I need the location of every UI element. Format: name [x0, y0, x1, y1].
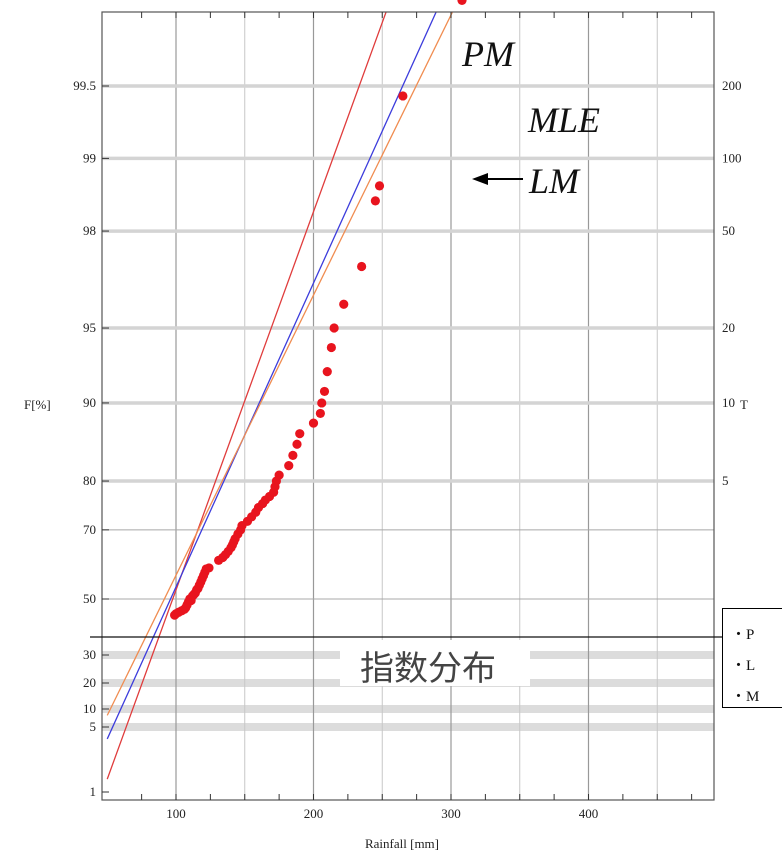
data-point — [374, 181, 385, 191]
y-tick-label-lower: 5 — [90, 719, 97, 734]
arrow-icon — [472, 173, 523, 185]
data-point — [329, 323, 339, 333]
y-axis-label-left: F[%] — [24, 397, 51, 412]
legend-item-p: ・P — [731, 627, 755, 643]
x-tick-label: 100 — [166, 806, 186, 821]
data-point — [326, 342, 336, 353]
y-tick-label: 95 — [83, 320, 96, 335]
t-tick-label: 200 — [722, 78, 742, 93]
data-point — [457, 0, 467, 6]
data-points — [170, 0, 467, 620]
data-point — [284, 460, 294, 471]
t-tick-label: 5 — [722, 473, 729, 488]
legend-box: ・P ・L ・M — [722, 608, 782, 708]
data-point — [339, 299, 349, 309]
annotation-backdrop — [340, 640, 530, 686]
data-point — [204, 563, 214, 573]
y-tick-label: 70 — [83, 522, 96, 537]
legend-item-m: ・M — [731, 689, 760, 705]
tick-labels: 99.5 99 98 95 90 80 70 50 30 20 10 5 1 200 100 50 20 10 5 1… — [73, 78, 741, 821]
data-point — [295, 429, 305, 439]
plot-frame — [90, 11, 724, 801]
distribution-annotation: 指数分布 — [360, 649, 496, 689]
legend-item-l: ・L — [731, 658, 756, 674]
data-point — [398, 91, 408, 101]
y-tick-label-lower: 30 — [83, 647, 96, 662]
fit-line-mle — [106, 12, 437, 740]
y-axis-label-right: T — [740, 397, 748, 412]
y-tick-label: 99.5 — [73, 78, 96, 93]
x-tick-label: 200 — [304, 806, 324, 821]
series-label-pm: PM — [461, 34, 516, 74]
fit-line-pm — [106, 12, 387, 780]
x-tick-label: 400 — [579, 806, 599, 821]
y-tick-label: 98 — [83, 223, 96, 238]
data-point — [292, 439, 302, 449]
data-point — [317, 398, 327, 408]
t-tick-label: 20 — [722, 320, 735, 335]
t-tick-label: 10 — [722, 395, 735, 410]
t-tick-label: 50 — [722, 223, 735, 238]
data-point — [357, 261, 367, 272]
lower-grid-band — [102, 705, 714, 713]
data-point — [308, 418, 319, 428]
data-point — [274, 470, 284, 480]
data-point — [319, 386, 330, 397]
lower-grid-band — [102, 723, 714, 731]
x-tick-label: 300 — [441, 806, 461, 821]
fitted-lines — [106, 12, 454, 780]
y-tick-label-lower: 10 — [83, 701, 96, 716]
y-tick-label-lower: 1 — [90, 784, 97, 799]
y-tick-label: 50 — [83, 591, 96, 606]
data-point — [322, 367, 332, 377]
fit-line-lm — [106, 12, 454, 716]
data-point — [370, 196, 380, 206]
data-point — [315, 408, 325, 419]
y-tick-label: 80 — [83, 473, 96, 488]
plot-border — [101, 11, 715, 801]
y-tick-label-lower: 20 — [83, 675, 96, 690]
y-tick-label: 99 — [83, 150, 96, 165]
y-tick-label: 90 — [83, 395, 96, 410]
x-axis-label: Rainfall [mm] — [365, 836, 439, 851]
t-tick-label: 100 — [722, 150, 742, 165]
series-label-mle: MLE — [527, 100, 600, 140]
data-point — [288, 450, 298, 460]
series-label-lm: LM — [528, 161, 581, 201]
